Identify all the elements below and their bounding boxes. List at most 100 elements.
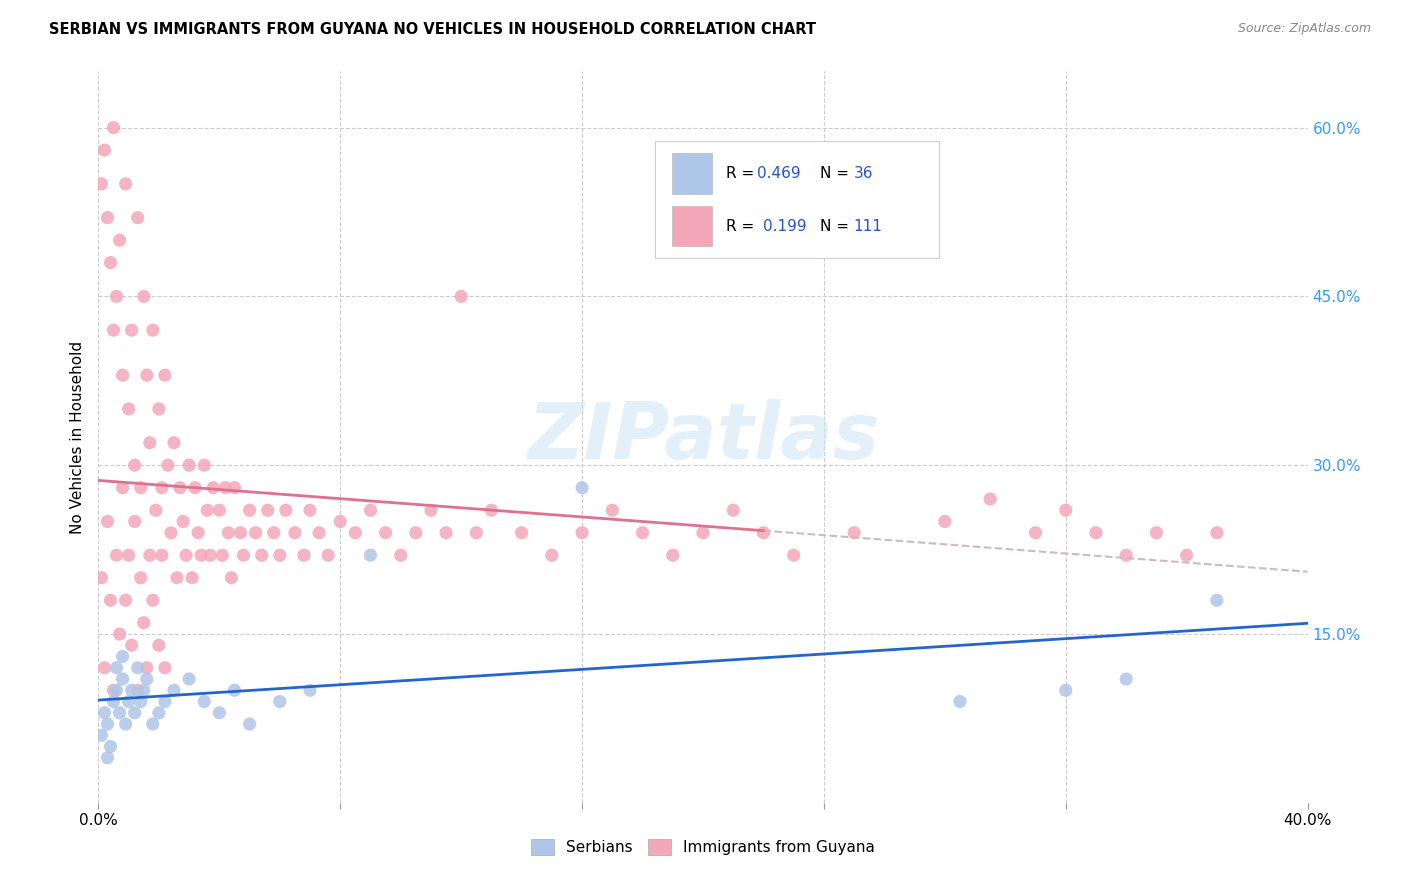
Text: 0.469: 0.469 xyxy=(758,166,801,181)
Point xyxy=(145,503,167,517)
Point xyxy=(434,525,457,540)
Point xyxy=(200,548,222,562)
Point xyxy=(105,683,128,698)
Point xyxy=(174,548,197,562)
Point xyxy=(96,751,118,765)
Point xyxy=(105,661,128,675)
Point xyxy=(229,525,252,540)
Point xyxy=(360,548,382,562)
Text: 0.199: 0.199 xyxy=(763,219,807,234)
Point xyxy=(111,672,134,686)
Point xyxy=(1206,593,1229,607)
Point xyxy=(103,694,125,708)
Point xyxy=(263,525,285,540)
Point xyxy=(163,435,186,450)
Point xyxy=(1206,525,1229,540)
Point xyxy=(135,661,157,675)
Point xyxy=(1085,525,1108,540)
Point xyxy=(344,525,367,540)
Point xyxy=(105,289,128,303)
Point xyxy=(163,683,186,698)
Point xyxy=(90,728,112,742)
Point xyxy=(108,233,131,247)
Legend: Serbians, Immigrants from Guyana: Serbians, Immigrants from Guyana xyxy=(524,833,882,861)
Point xyxy=(127,661,149,675)
Point xyxy=(148,638,170,652)
Point xyxy=(221,571,243,585)
Point xyxy=(156,458,179,473)
Point xyxy=(1024,525,1046,540)
Point xyxy=(135,368,157,383)
Text: 36: 36 xyxy=(853,166,873,181)
Point xyxy=(256,503,278,517)
FancyBboxPatch shape xyxy=(672,205,711,246)
Point xyxy=(299,503,322,517)
Point xyxy=(139,548,162,562)
Point xyxy=(127,211,149,225)
Point xyxy=(239,503,262,517)
Point xyxy=(121,638,143,652)
Point xyxy=(111,649,134,664)
Point xyxy=(96,717,118,731)
Point xyxy=(114,177,136,191)
Point xyxy=(284,525,307,540)
Point xyxy=(127,683,149,698)
Point xyxy=(135,672,157,686)
Point xyxy=(723,503,745,517)
Point xyxy=(93,143,115,157)
Point xyxy=(142,323,165,337)
Point xyxy=(202,481,225,495)
Point xyxy=(692,525,714,540)
Point xyxy=(420,503,443,517)
Point xyxy=(153,694,176,708)
Text: N =: N = xyxy=(820,219,853,234)
Point xyxy=(129,694,152,708)
Point xyxy=(139,435,162,450)
Point xyxy=(148,706,170,720)
Point xyxy=(193,458,215,473)
Point xyxy=(124,515,146,529)
Point xyxy=(239,717,262,731)
Text: SERBIAN VS IMMIGRANTS FROM GUYANA NO VEHICLES IN HOUSEHOLD CORRELATION CHART: SERBIAN VS IMMIGRANTS FROM GUYANA NO VEH… xyxy=(49,22,817,37)
Point xyxy=(631,525,654,540)
Point xyxy=(245,525,267,540)
Point xyxy=(217,525,239,540)
Point xyxy=(269,694,291,708)
Point xyxy=(150,548,173,562)
Point xyxy=(224,481,246,495)
Point xyxy=(1054,503,1077,517)
Point xyxy=(160,525,183,540)
Point xyxy=(181,571,204,585)
Point xyxy=(783,548,806,562)
Point xyxy=(118,401,141,416)
Text: 111: 111 xyxy=(853,219,883,234)
Point xyxy=(360,503,382,517)
FancyBboxPatch shape xyxy=(672,153,711,194)
Point xyxy=(187,525,209,540)
Point xyxy=(179,458,201,473)
Point xyxy=(602,503,624,517)
Point xyxy=(132,683,155,698)
Point xyxy=(132,615,155,630)
Point xyxy=(752,525,775,540)
Point xyxy=(1115,672,1137,686)
Point xyxy=(193,694,215,708)
Point xyxy=(374,525,396,540)
Point xyxy=(308,525,330,540)
Point xyxy=(214,481,236,495)
Point xyxy=(949,694,972,708)
Point xyxy=(121,683,143,698)
Point xyxy=(1175,548,1198,562)
Point xyxy=(274,503,297,517)
Point xyxy=(465,525,488,540)
Point xyxy=(118,548,141,562)
Point xyxy=(142,717,165,731)
Point xyxy=(103,683,125,698)
Point xyxy=(129,571,152,585)
Text: N =: N = xyxy=(820,166,853,181)
Point xyxy=(153,368,176,383)
Point xyxy=(108,627,131,641)
Point xyxy=(389,548,412,562)
Point xyxy=(121,323,143,337)
Text: ZIPatlas: ZIPatlas xyxy=(527,399,879,475)
